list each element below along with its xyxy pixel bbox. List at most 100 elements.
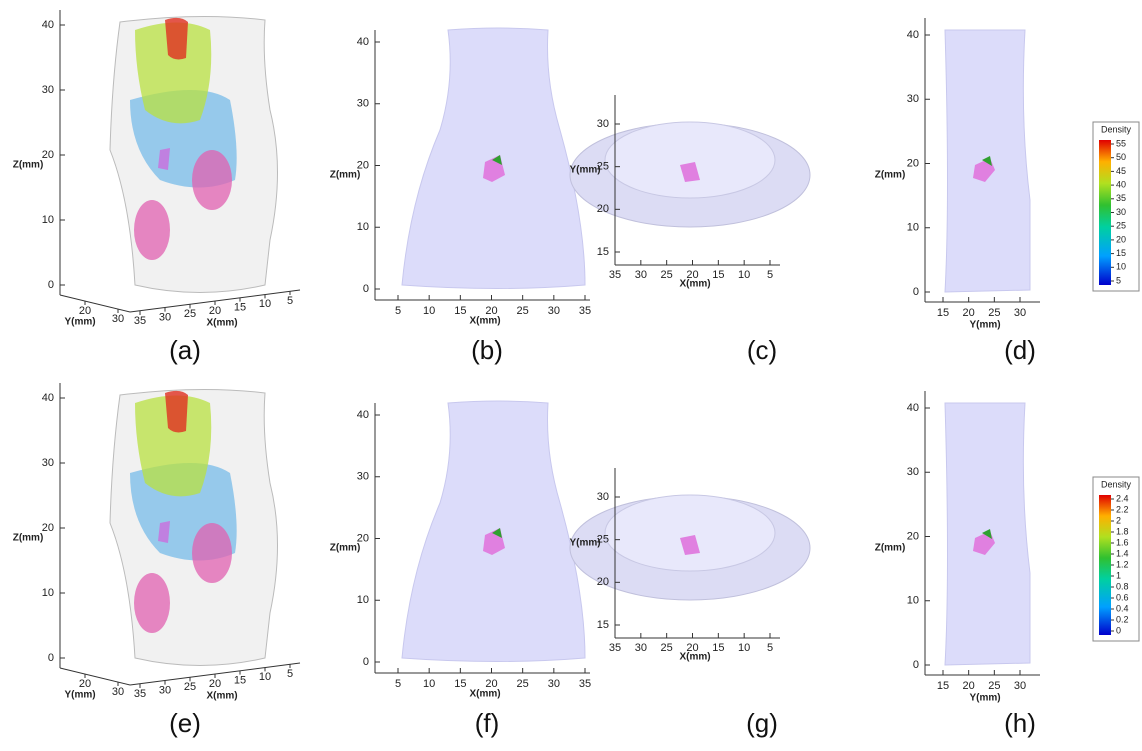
tick-label: 15 [712, 642, 724, 654]
colorbar [1099, 495, 1111, 635]
tick-label: 40 [907, 29, 919, 41]
tick-label: 0 [48, 652, 54, 664]
tick-label: 30 [1014, 307, 1026, 319]
tick-label: 25 [988, 307, 1000, 319]
tick-label: 25 [184, 308, 196, 320]
tick-label: 0 [363, 656, 369, 668]
axis-label: Z(mm) [330, 170, 361, 181]
tick-label: 35 [609, 642, 621, 654]
tick-label: 30 [635, 642, 647, 654]
axis-label: Z(mm) [13, 533, 44, 544]
tick-label: 20 [42, 149, 54, 161]
legend-tick-label: 35 [1116, 193, 1126, 203]
tick-label: 10 [357, 221, 369, 233]
tick-label: 15 [454, 305, 466, 317]
legend-tick-label: 50 [1116, 152, 1126, 162]
tick-label: 30 [112, 686, 124, 698]
figure: (a)01020304020303530252015105Z(mm)Y(mm)X… [0, 0, 1142, 751]
axis-label: Y(mm) [569, 165, 600, 176]
axis-label: Y(mm) [64, 317, 95, 328]
tick-label: 15 [454, 678, 466, 690]
tick-label: 30 [597, 118, 609, 130]
axis-label: Y(mm) [569, 538, 600, 549]
tick-label: 25 [517, 678, 529, 690]
legend-tick-label: 1 [1116, 570, 1121, 580]
tick-label: 20 [42, 522, 54, 534]
legend-tick-label: 1.8 [1116, 526, 1129, 536]
tick-label: 40 [357, 409, 369, 421]
tick-label: 25 [184, 681, 196, 693]
panel-xy: (g)152025303530252015105Y(mm)X(mm) [569, 468, 810, 738]
axis [60, 295, 130, 312]
tick-label: 35 [609, 269, 621, 281]
tick-label: 5 [287, 668, 293, 680]
tick-label: 0 [48, 279, 54, 291]
tick-label: 20 [907, 157, 919, 169]
legend-tick-label: 0.8 [1116, 581, 1129, 591]
axis-label: Z(mm) [875, 170, 906, 181]
tick-label: 15 [597, 246, 609, 258]
tick-label: 30 [907, 93, 919, 105]
axis-label: Y(mm) [969, 320, 1000, 331]
axis-label: Y(mm) [969, 693, 1000, 704]
panel-xz: (f)0102030405101520253035Z(mm)X(mm) [330, 401, 591, 738]
tick-label: 10 [42, 214, 54, 226]
tick-label: 20 [209, 305, 221, 317]
tick-label: 5 [395, 678, 401, 690]
tick-label: 20 [209, 678, 221, 690]
tick-label: 20 [963, 307, 975, 319]
tick-label: 30 [42, 84, 54, 96]
legend-tick-label: 2.4 [1116, 493, 1129, 503]
vessel-inner [605, 495, 775, 571]
legend-tick-label: 55 [1116, 138, 1126, 148]
tick-label: 40 [42, 19, 54, 31]
legend-title: Density [1101, 479, 1132, 489]
tick-label: 15 [937, 307, 949, 319]
tick-label: 15 [234, 302, 246, 314]
tick-label: 10 [738, 269, 750, 281]
tick-label: 20 [79, 678, 91, 690]
tick-label: 5 [767, 642, 773, 654]
legend-title: Density [1101, 124, 1132, 134]
axis-label: X(mm) [679, 279, 710, 290]
tick-label: 0 [913, 286, 919, 298]
legend-tick-label: 5 [1116, 275, 1121, 285]
legend-tick-label: 0.6 [1116, 592, 1129, 602]
tick-label: 35 [134, 315, 146, 327]
tick-label: 20 [597, 203, 609, 215]
tick-label: 15 [937, 680, 949, 692]
tick-label: 20 [907, 530, 919, 542]
panel-label: (g) [746, 708, 778, 738]
tick-label: 35 [579, 305, 591, 317]
panel-label: (c) [747, 335, 777, 365]
legend-tick-label: 15 [1116, 248, 1126, 258]
tick-label: 35 [134, 688, 146, 700]
tick-label: 30 [159, 685, 171, 697]
legend-tick-label: 10 [1116, 262, 1126, 272]
legend-tick-label: 2 [1116, 515, 1121, 525]
tick-label: 15 [712, 269, 724, 281]
axis [60, 668, 130, 685]
lobe [192, 523, 232, 583]
axis-label: Z(mm) [875, 543, 906, 554]
tick-label: 5 [767, 269, 773, 281]
tick-label: 30 [42, 457, 54, 469]
panel-iso: (e)01020304020303530252015105Z(mm)Y(mm)X… [13, 383, 300, 738]
tick-label: 40 [42, 392, 54, 404]
tick-label: 30 [357, 471, 369, 483]
lobe [192, 150, 232, 210]
legend-tick-label: 25 [1116, 221, 1126, 231]
panel-label: (a) [169, 335, 201, 365]
tick-label: 40 [357, 36, 369, 48]
legend-tick-label: 2.2 [1116, 504, 1129, 514]
legend-tick-label: 1.6 [1116, 537, 1129, 547]
tick-label: 10 [259, 298, 271, 310]
tick-label: 15 [234, 675, 246, 687]
lumen-red [165, 18, 188, 60]
tick-label: 10 [907, 595, 919, 607]
lumen-red [165, 391, 188, 433]
tick-label: 30 [907, 466, 919, 478]
legend-tick-label: 40 [1116, 179, 1126, 189]
